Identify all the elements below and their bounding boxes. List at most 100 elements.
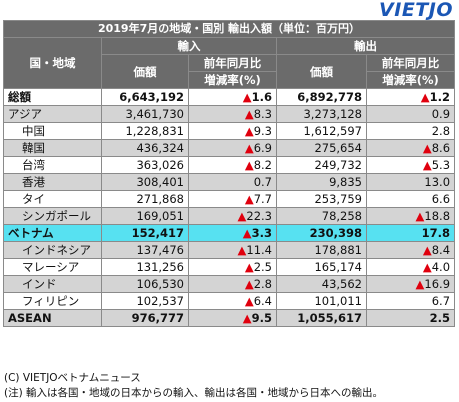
decrease-triangle-icon: ▲ [422,243,432,257]
change-value: 8.2 [253,158,272,172]
copyright-note: (C) VIETJOベトナムニュース [4,372,141,384]
header-title-row: 2019年7月の地域・国別 輸出入額（単位：百万円） [2,20,456,38]
decrease-triangle-icon: ▲ [244,277,254,291]
export-change-cell: 2.8 [365,122,456,140]
change-value: 9.3 [253,124,272,138]
import-change-header-1: 前年同月比 [188,54,277,72]
region-name-cell: 韓国 [3,139,102,157]
change-value: 3.3 [251,226,272,240]
change-value: 1.2 [429,90,451,104]
change-value: 22.3 [246,209,272,223]
table-row: タイ 271,868 ▲7.7 253,759 6.6 [3,190,456,208]
region-name-cell: 香港 [3,173,102,191]
change-value: 9.5 [251,311,272,325]
change-value: 0.7 [253,175,272,189]
region-name-cell: インド [3,275,102,293]
decrease-triangle-icon: ▲ [237,243,247,257]
table-row: マレーシア 131,256 ▲2.5 165,174 ▲4.0 [3,258,456,276]
change-value: 6.4 [253,294,272,308]
decrease-triangle-icon: ▲ [415,209,425,223]
import-header: 輸入 [101,37,277,55]
export-value-header: 価額 [276,54,367,89]
import-change-cell: ▲3.3 [188,224,277,242]
decrease-triangle-icon: ▲ [242,311,252,325]
decrease-triangle-icon: ▲ [244,107,254,121]
table-row: インド 106,530 ▲2.8 43,562 ▲16.9 [3,275,456,293]
region-name-cell: ASEAN [3,309,102,327]
region-name-cell: 中国 [3,122,102,140]
export-value-cell: 1,055,617 [276,309,367,327]
decrease-triangle-icon: ▲ [420,90,430,104]
import-value-cell: 106,530 [101,275,189,293]
region-name-cell: 総額 [3,88,102,106]
change-value: 6.6 [431,192,451,206]
import-value-cell: 3,461,730 [101,105,189,123]
change-value: 6.9 [253,141,272,155]
region-name-cell: ベトナム [3,224,102,242]
table-row: 韓国 436,324 ▲6.9 275,654 ▲8.6 [3,139,456,157]
change-value: 11.4 [246,243,272,257]
import-value-cell: 363,026 [101,156,189,174]
import-change-cell: ▲9.5 [188,309,277,327]
change-value: 2.8 [253,277,272,291]
export-value-cell: 6,892,778 [276,88,367,106]
import-change-cell: ▲8.2 [188,156,277,174]
change-value: 16.9 [424,277,451,291]
export-change-header-2: 増減率(%) [365,71,456,89]
footnotes: (C) VIETJOベトナムニュース (注) 輸入は各国・地域の日本からの輸入、… [4,371,383,401]
decrease-triangle-icon: ▲ [415,277,425,291]
table-row: 中国 1,228,831 ▲9.3 1,612,597 2.8 [3,122,456,140]
import-change-cell: ▲22.3 [188,207,277,225]
import-change-cell: ▲7.7 [188,190,277,208]
import-change-cell: 0.7 [188,173,277,191]
change-value: 0.9 [431,107,451,121]
export-change-cell: 17.8 [365,224,456,242]
import-change-cell: ▲6.9 [188,139,277,157]
header-sub-row: 価額 前年同月比 価額 前年同月比 [4,54,456,89]
table-row: インドネシア 137,476 ▲11.4 178,881 ▲8.4 [3,241,456,259]
change-value: 8.6 [431,141,451,155]
table-body: 総額 6,643,192 ▲1.6 6,892,778 ▲1.2 アジア 3,461,730… [3,88,456,327]
export-value-cell: 253,759 [276,190,367,208]
table-row: 総額 6,643,192 ▲1.6 6,892,778 ▲1.2 [3,88,456,106]
vietjo-logo: VIETJO [379,0,453,21]
table-title: 2019年7月の地域・国別 輸出入額（単位：百万円） [2,20,456,38]
change-value: 2.5 [253,260,272,274]
export-value-cell: 78,258 [276,207,367,225]
region-name-cell: フィリピン [3,292,102,310]
change-value: 8.4 [431,243,451,257]
region-name-cell: 台湾 [3,156,102,174]
decrease-triangle-icon: ▲ [242,90,252,104]
export-value-cell: 275,654 [276,139,367,157]
import-change-cell: ▲2.8 [188,275,277,293]
table-row: シンガポール 169,051 ▲22.3 78,258 ▲18.8 [3,207,456,225]
import-change-cell: ▲2.5 [188,258,277,276]
import-value-cell: 271,868 [101,190,189,208]
export-value-cell: 43,562 [276,275,367,293]
export-change-cell: 13.0 [365,173,456,191]
export-value-cell: 9,835 [276,173,367,191]
import-value-header: 価額 [101,54,189,89]
export-change-cell: 0.9 [365,105,456,123]
decrease-triangle-icon: ▲ [422,158,432,172]
table-row: 台湾 363,026 ▲8.2 249,732 ▲5.3 [3,156,456,174]
import-change-cell: ▲11.4 [188,241,277,259]
change-value: 8.3 [253,107,272,121]
col-region-header: 国・地域 [3,37,102,89]
import-value-cell: 137,476 [101,241,189,259]
import-change-cell: ▲6.4 [188,292,277,310]
change-value: 5.3 [431,158,451,172]
export-value-cell: 178,881 [276,241,367,259]
change-value: 4.0 [431,260,451,274]
decrease-triangle-icon: ▲ [237,209,247,223]
change-value: 7.7 [253,192,272,206]
export-change-cell: 6.6 [365,190,456,208]
change-value: 17.8 [421,226,451,240]
import-change-cell: ▲8.3 [188,105,277,123]
export-change-cell: ▲18.8 [365,207,456,225]
change-value: 13.0 [424,175,451,189]
trade-table: 2019年7月の地域・国別 輸出入額（単位：百万円） 国・地域 輸入 輸出 価額… [2,20,456,327]
table-row: ASEAN 976,777 ▲9.5 1,055,617 2.5 [3,309,456,327]
change-value: 2.5 [429,311,451,325]
export-value-cell: 249,732 [276,156,367,174]
